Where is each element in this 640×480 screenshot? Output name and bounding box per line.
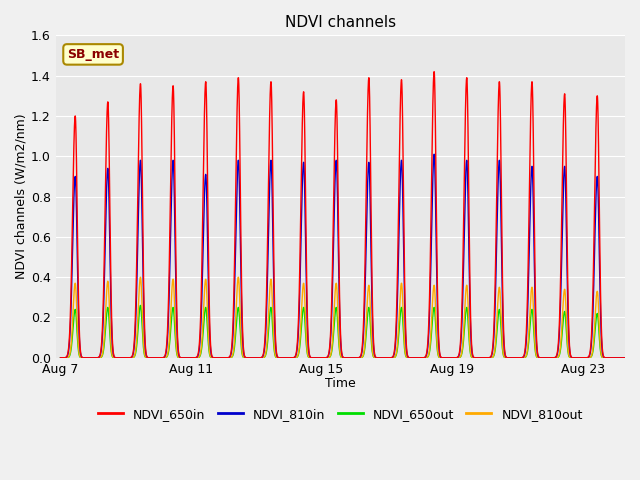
Legend: NDVI_650in, NDVI_810in, NDVI_650out, NDVI_810out: NDVI_650in, NDVI_810in, NDVI_650out, NDV… xyxy=(93,403,588,426)
X-axis label: Time: Time xyxy=(325,377,356,390)
Title: NDVI channels: NDVI channels xyxy=(285,15,396,30)
Y-axis label: NDVI channels (W/m2/nm): NDVI channels (W/m2/nm) xyxy=(15,114,28,279)
Text: SB_met: SB_met xyxy=(67,48,119,61)
